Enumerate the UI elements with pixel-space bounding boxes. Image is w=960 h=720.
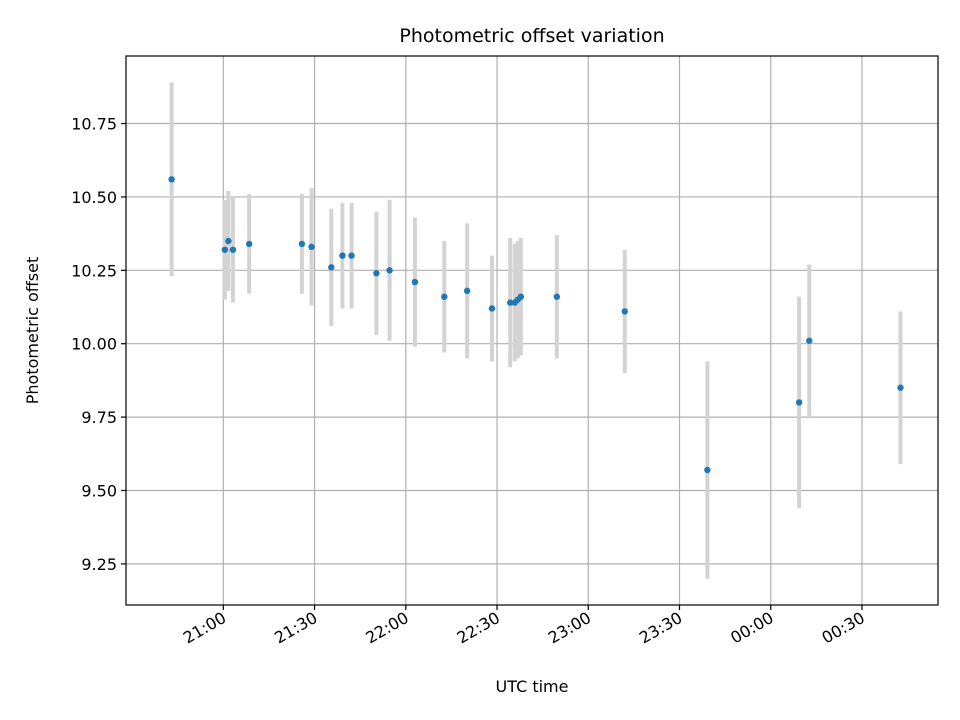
data-point	[553, 293, 561, 300]
y-tick-label: 10.00	[71, 335, 117, 354]
y-axis-label: Photometric offset	[23, 257, 42, 405]
data-point-layer	[168, 176, 904, 474]
x-tick-label: 22:00	[362, 608, 411, 648]
plot-frame	[125, 55, 939, 606]
x-tick-label: 23:30	[636, 608, 685, 648]
data-point	[463, 287, 471, 295]
y-tick-label: 10.25	[71, 261, 117, 280]
y-tick-label: 9.50	[81, 482, 117, 501]
x-tick-label: 23:00	[545, 608, 594, 648]
data-point	[621, 308, 628, 315]
data-point	[168, 176, 175, 183]
data-point	[441, 293, 448, 300]
data-point	[488, 305, 496, 312]
data-point	[386, 267, 393, 274]
data-point	[308, 243, 315, 251]
x-tick-label: 00:30	[819, 608, 868, 648]
x-tick-label: 21:00	[180, 608, 229, 648]
data-point	[348, 252, 355, 259]
y-tick-label: 9.25	[81, 555, 117, 574]
error-bar-layer	[169, 82, 903, 579]
data-point	[795, 399, 803, 406]
data-point	[225, 237, 232, 245]
data-point	[229, 246, 237, 253]
y-tick-label: 9.75	[81, 408, 117, 427]
data-point	[328, 264, 335, 271]
x-tick-label: 21:30	[271, 608, 320, 648]
x-tick-label: 00:00	[727, 608, 776, 648]
data-point	[411, 278, 419, 286]
x-tick-label: 22:30	[454, 608, 503, 648]
y-tick-label: 10.75	[71, 115, 117, 134]
data-point	[806, 337, 813, 344]
y-tick-label: 10.50	[71, 188, 117, 207]
data-point	[339, 252, 346, 259]
data-point	[298, 240, 306, 248]
data-point	[517, 293, 525, 300]
chart-title: Photometric offset variation	[399, 25, 664, 47]
tick-layer: 21:00 21:30 22:00 22:30 23:00 23:30 00:00 00:30…	[71, 115, 868, 648]
data-point	[373, 270, 380, 277]
data-point	[507, 299, 514, 306]
data-point	[221, 246, 229, 253]
x-axis-label: UTC time	[496, 677, 569, 696]
grid-layer	[126, 56, 938, 605]
data-point	[245, 240, 253, 248]
data-point	[704, 466, 711, 474]
data-point	[897, 384, 904, 391]
